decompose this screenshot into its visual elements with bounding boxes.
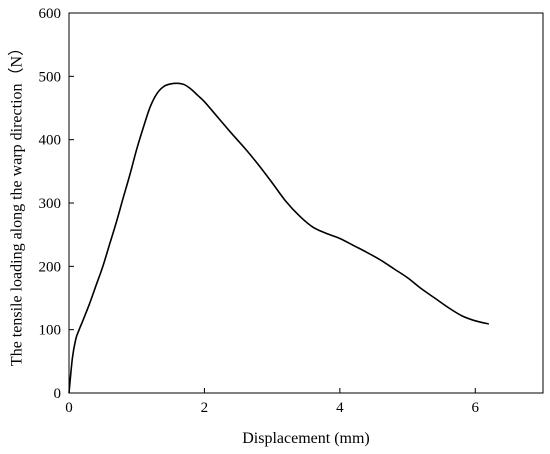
series-line [68, 82, 490, 394]
y-tick-label: 0 [54, 386, 62, 402]
y-axis-label: The tensile loading along the warp direc… [8, 40, 26, 366]
ticks-group: 0 2 4 6 0 100 200 300 400 500 600 [39, 6, 480, 416]
plot-frame [68, 12, 544, 394]
y-tick-label: 200 [39, 259, 62, 275]
y-tick-label: 400 [39, 133, 62, 149]
x-tick-label: 2 [201, 400, 209, 416]
y-tick-label: 300 [39, 196, 62, 212]
x-axis-label: Displacement (mm) [242, 430, 370, 447]
x-tick-label: 4 [336, 400, 344, 416]
y-tick-label: 100 [39, 323, 62, 339]
y-tick-label: 600 [39, 6, 62, 22]
x-tick-label: 0 [65, 400, 73, 416]
x-tick-label: 6 [472, 400, 480, 416]
y-tick-label: 500 [39, 69, 62, 85]
